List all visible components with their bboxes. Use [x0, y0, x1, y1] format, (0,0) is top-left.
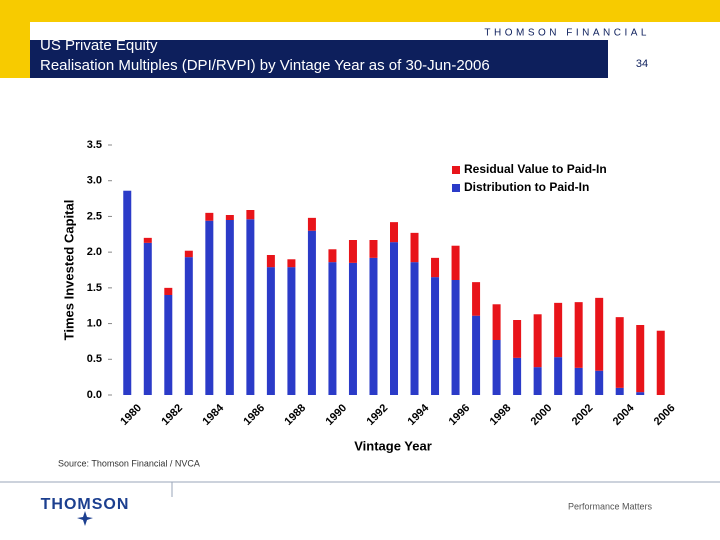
- source: Source: Thomson Financial / NVCA: [58, 458, 200, 468]
- bar-segment: [574, 367, 583, 395]
- x-tick-label: 1986: [241, 402, 267, 428]
- chart-subtitle: Realisation Multiples (DPI/RVPI) by Vint…: [40, 57, 490, 74]
- bar-segment: [307, 230, 316, 395]
- bar-segment: [205, 220, 214, 395]
- y-tick-label: 1.0: [87, 317, 102, 329]
- x-tick-label: 1990: [323, 402, 349, 428]
- y-tick-label: 3.5: [87, 139, 102, 151]
- bar-segment: [328, 249, 337, 263]
- bar-segment: [164, 287, 173, 295]
- bar-segment: [246, 210, 255, 220]
- x-tick-label: 1992: [365, 402, 391, 428]
- legend-swatch: [452, 184, 460, 192]
- bar-segment: [472, 282, 481, 316]
- x-tick-label: 1994: [406, 401, 432, 427]
- x-tick-label: 2004: [611, 401, 637, 427]
- bar-segment: [513, 357, 522, 395]
- bar-segment: [164, 295, 173, 395]
- bar-segment: [656, 330, 665, 395]
- title-band: [30, 40, 608, 78]
- bar-segment: [348, 240, 357, 263]
- y-axis-title: Times Invested Capital: [61, 200, 76, 341]
- footer-rule: [0, 481, 720, 497]
- bar-segment: [410, 232, 419, 263]
- y-tick-label: 0.5: [87, 353, 102, 365]
- bar-segment: [307, 217, 316, 231]
- x-axis-title: Vintage Year: [354, 438, 432, 453]
- page-number: 34: [636, 58, 648, 70]
- x-tick-label: 1998: [488, 402, 514, 428]
- bar-segment: [390, 222, 398, 243]
- bar-segment: [451, 280, 460, 395]
- y-tick-label: 2.0: [87, 246, 102, 258]
- bar-segment: [184, 250, 193, 258]
- x-tick-label: 2006: [652, 402, 678, 428]
- bar-segment: [143, 242, 152, 395]
- header-band-left: [0, 22, 30, 78]
- y-tick-label: 3.0: [87, 175, 102, 187]
- logo: THOMSON: [41, 496, 130, 513]
- bar-segment: [410, 262, 419, 395]
- bar-segment: [225, 220, 234, 395]
- bar-segment: [184, 257, 193, 395]
- header-band: [0, 0, 720, 22]
- x-tick-label: 1996: [447, 402, 473, 428]
- y-tick-label: 2.5: [87, 210, 102, 222]
- legend-swatch: [452, 166, 460, 174]
- bar-segment: [533, 367, 542, 395]
- bar-segment: [615, 317, 624, 388]
- bar-segment: [472, 315, 481, 395]
- x-tick-label: 1980: [118, 402, 144, 428]
- bar-segment: [636, 325, 645, 393]
- bar-segment: [492, 304, 501, 340]
- y-tick-label: 0.0: [87, 389, 102, 401]
- bar-segment: [287, 259, 296, 268]
- bar-segment: [369, 257, 378, 395]
- bar-segment: [615, 387, 624, 395]
- x-tick-label: 1988: [282, 402, 308, 428]
- bar-segment: [205, 212, 214, 221]
- bar-segment: [595, 370, 604, 395]
- bar-segment: [431, 277, 440, 395]
- bar-segment: [492, 340, 501, 395]
- bar-segment: [266, 255, 275, 268]
- bar-segment: [369, 240, 378, 258]
- legend-label: Distribution to Paid-In: [464, 180, 589, 194]
- logo-star: [77, 511, 93, 526]
- bar-segment: [554, 302, 563, 358]
- x-tick-label: 2002: [570, 402, 596, 428]
- bar-segment: [390, 242, 398, 395]
- bar-segment: [123, 190, 132, 395]
- bar-segment: [595, 297, 604, 371]
- x-tick-label: 1982: [159, 402, 185, 428]
- bar-segment: [328, 262, 337, 395]
- bar-segment: [554, 357, 563, 395]
- bar-segment: [533, 314, 542, 368]
- bar-segment: [266, 267, 275, 395]
- legend-label: Residual Value to Paid-In: [464, 162, 607, 176]
- x-tick-label: 1984: [200, 401, 226, 427]
- x-tick-label: 2000: [529, 402, 555, 428]
- bar-segment: [636, 392, 645, 395]
- bar-segment: [574, 302, 583, 368]
- bar-segment: [513, 320, 522, 358]
- bar-segment: [246, 219, 255, 395]
- legend-box: [448, 160, 650, 198]
- chart-title: US Private Equity: [40, 37, 158, 54]
- bar-segment: [431, 257, 440, 278]
- y-tick-label: 1.5: [87, 282, 102, 294]
- tagline: Performance Matters: [568, 501, 653, 511]
- bar-segment: [225, 215, 234, 220]
- bar-segment: [287, 267, 296, 395]
- bar-segment: [348, 262, 357, 395]
- brand: THOMSON FINANCIAL: [484, 28, 650, 39]
- bar-segment: [143, 237, 152, 243]
- bar-segment: [451, 245, 460, 280]
